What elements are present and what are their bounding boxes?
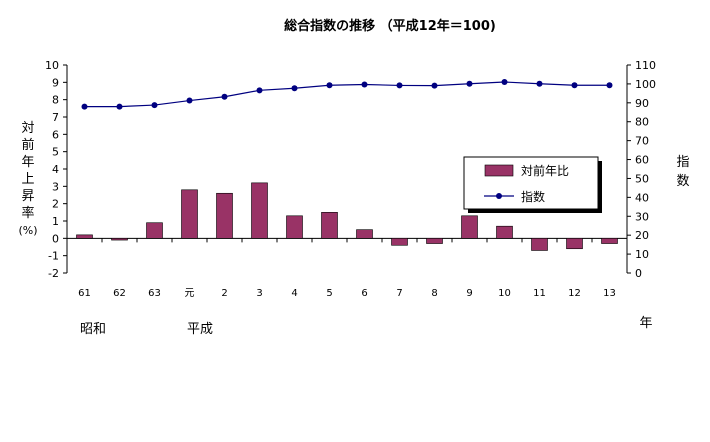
left-tick-label: 1 <box>52 215 59 228</box>
era-label-showa: 昭和 <box>80 322 106 337</box>
right-tick-label: 100 <box>635 78 656 91</box>
index-point <box>361 81 368 88</box>
right-tick-label: 70 <box>635 135 649 148</box>
index-point <box>466 80 473 87</box>
right-tick-label: 50 <box>635 172 649 185</box>
bar <box>426 238 443 244</box>
index-point <box>571 82 578 89</box>
right-tick-label: 20 <box>635 229 649 242</box>
bar <box>76 234 93 239</box>
left-tick-label: 3 <box>52 180 59 193</box>
era-label-heisei: 平成 <box>187 322 213 337</box>
bar <box>601 238 618 244</box>
bar <box>321 212 338 239</box>
right-tick-label: 90 <box>635 97 649 110</box>
right-axis-label-char: 指 <box>676 155 689 170</box>
x-tick-label: 2 <box>221 288 227 299</box>
legend-bar-label: 対前年比 <box>521 163 569 178</box>
x-tick-label: 元 <box>185 288 195 299</box>
x-tick-label: 5 <box>326 288 332 299</box>
left-axis-label-char: 対 <box>21 121 34 136</box>
bar <box>286 215 303 239</box>
index-point <box>151 102 158 109</box>
index-point <box>431 82 438 89</box>
index-line <box>84 81 610 108</box>
index-point <box>116 103 123 110</box>
index-point <box>536 80 543 87</box>
bar <box>181 189 198 239</box>
left-tick-label: 4 <box>52 163 59 176</box>
chart-title: 総合指数の推移 （平成12年＝100) <box>284 18 496 34</box>
right-tick-label: 0 <box>635 267 642 280</box>
index-point <box>81 103 88 110</box>
right-tick-label: 30 <box>635 210 649 223</box>
right-tick-label: 80 <box>635 116 649 129</box>
bar <box>251 182 268 239</box>
left-axis-label-char: 昇 <box>21 189 34 204</box>
x-tick-label: 4 <box>291 288 297 299</box>
right-tick-label: 60 <box>635 154 649 167</box>
x-tick-label: 63 <box>148 288 161 299</box>
bar <box>566 238 583 250</box>
index-point <box>606 82 613 89</box>
right-tick-label: 10 <box>635 248 649 261</box>
legend-line-label: 指数 <box>521 189 545 204</box>
x-tick-label: 10 <box>498 288 511 299</box>
legend-bar-swatch <box>484 164 514 177</box>
right-tick-label: 40 <box>635 191 649 204</box>
left-tick-label: 5 <box>52 146 59 159</box>
index-point <box>501 79 508 86</box>
bar <box>496 225 513 239</box>
legend-line-marker <box>496 193 502 199</box>
left-axis-label-char: (%) <box>18 224 37 237</box>
bar <box>356 229 373 239</box>
left-tick-label: 0 <box>52 232 59 245</box>
bar <box>461 215 478 239</box>
bar <box>216 192 233 239</box>
left-tick-label: 8 <box>52 94 59 107</box>
index-point <box>396 82 403 89</box>
bar <box>111 238 128 241</box>
x-tick-label: 61 <box>78 288 91 299</box>
x-unit-label: 年 <box>639 316 652 331</box>
bar <box>146 222 163 239</box>
left-tick-label: 9 <box>52 76 59 89</box>
era-labels: 昭和 平成 <box>80 322 213 337</box>
left-tick-label: -2 <box>48 267 59 280</box>
left-axis-label-char: 率 <box>21 205 34 221</box>
left-axis-label-char: 前 <box>21 137 34 153</box>
x-tick-label: 9 <box>466 288 472 299</box>
index-point <box>291 85 298 92</box>
index-point <box>256 87 263 94</box>
left-axis-label-char: 上 <box>21 172 34 187</box>
x-tick-label: 6 <box>361 288 367 299</box>
bar <box>391 238 408 246</box>
x-tick-label: 62 <box>113 288 126 299</box>
x-tick-label: 7 <box>396 288 402 299</box>
x-tick-label: 8 <box>431 288 437 299</box>
x-tick-label: 3 <box>256 288 262 299</box>
left-tick-label: 2 <box>52 198 59 211</box>
x-tick-label: 11 <box>533 288 546 299</box>
x-tick-label: 13 <box>603 288 616 299</box>
index-point <box>186 97 193 104</box>
left-axis-label-char: 年 <box>21 155 34 170</box>
left-tick-label: 10 <box>45 59 59 72</box>
left-tick-label: -1 <box>48 250 59 263</box>
index-point <box>221 93 228 100</box>
plot-area: -2-1012345678910010203040506070809010011… <box>45 59 656 299</box>
right-axis-label-char: 数 <box>676 174 689 189</box>
index-point <box>326 82 333 89</box>
x-tick-label: 12 <box>568 288 581 299</box>
left-tick-label: 6 <box>52 128 59 141</box>
right-axis-label: 指数 <box>676 155 689 189</box>
right-tick-label: 110 <box>635 59 656 72</box>
left-tick-label: 7 <box>52 111 59 124</box>
bar <box>531 238 548 251</box>
